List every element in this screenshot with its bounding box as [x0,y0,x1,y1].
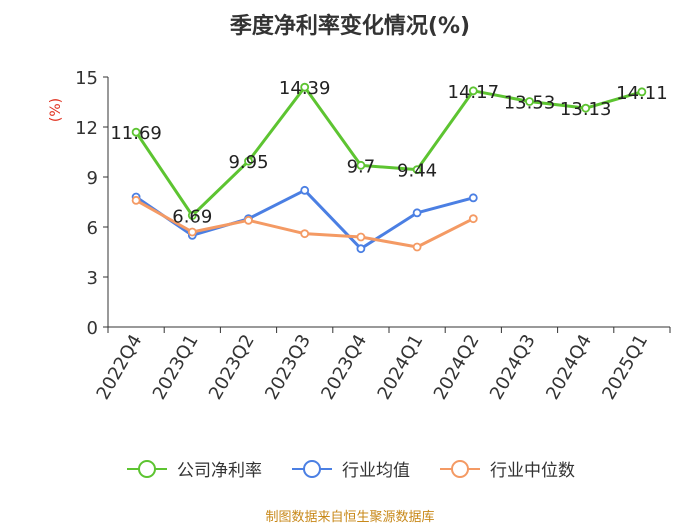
data-point [244,156,253,166]
y-tick-label: 6 [87,218,98,239]
x-tick-label: 2024Q3 [486,331,540,403]
data-point [468,86,478,96]
x-tick-label: 2024Q4 [542,331,596,403]
legend-marker-icon [292,459,332,478]
data-point [356,160,366,170]
legend-label: 公司净利率 [177,461,262,481]
y-axis-label: (%) [48,98,64,122]
source-note: 制图数据来自恒生聚源数据库 [265,510,435,525]
data-label: 13.13 [560,99,612,120]
data-point [300,82,310,92]
series-line [134,85,643,217]
data-label: 9.44 [397,161,437,182]
data-point [412,165,422,175]
y-tick-label: 9 [87,168,98,189]
data-point [637,87,647,97]
data-point [131,127,141,137]
legend-label: 行业中位数 [490,461,575,481]
data-point [187,211,197,220]
data-label: 14.11 [616,83,668,104]
legend-item[interactable]: 行业中位数 [438,456,575,481]
data-label: 11.69 [110,123,162,144]
legend-marker-icon [127,459,167,478]
data-point [187,227,197,237]
data-label: 9.7 [347,156,376,177]
y-tick-label: 15 [75,68,98,89]
data-point [300,185,310,195]
x-tick-label: 2022Q4 [93,331,147,403]
data-point [412,208,422,218]
x-tick-label: 2024Q1 [374,331,428,403]
data-point [244,215,253,225]
data-point [525,97,534,106]
legend-item[interactable]: 公司净利率 [125,456,262,481]
x-tick-label: 2023Q4 [317,331,371,403]
legend: 公司净利率 行业均值 行业中位数 [0,456,700,481]
data-point [581,103,591,113]
y-tick-label: 12 [75,118,98,139]
chart-title: 季度净利率变化情况(%) [229,14,471,39]
data-label: 14.39 [279,78,331,99]
data-label: 13.53 [504,93,556,114]
legend-item[interactable]: 行业均值 [290,456,410,481]
x-tick-label: 2025Q1 [598,331,652,403]
y-tick-label: 3 [87,268,98,289]
data-label: 14.17 [448,82,500,103]
x-tick-label: 2024Q2 [430,331,484,403]
x-tick-label: 2023Q1 [149,331,203,403]
legend-label: 行业均值 [342,461,410,481]
data-label: 9.95 [228,152,268,173]
y-tick-label: 0 [87,318,98,339]
data-point [300,229,310,239]
data-point [412,242,422,252]
data-label: 6.69 [172,207,212,228]
data-point [131,195,141,205]
data-point [468,193,478,203]
data-point [356,244,366,254]
x-tick-label: 2023Q3 [261,331,315,403]
data-point [468,214,478,224]
data-point [356,232,366,242]
legend-marker-icon [440,459,480,478]
x-tick-label: 2023Q2 [205,331,259,403]
